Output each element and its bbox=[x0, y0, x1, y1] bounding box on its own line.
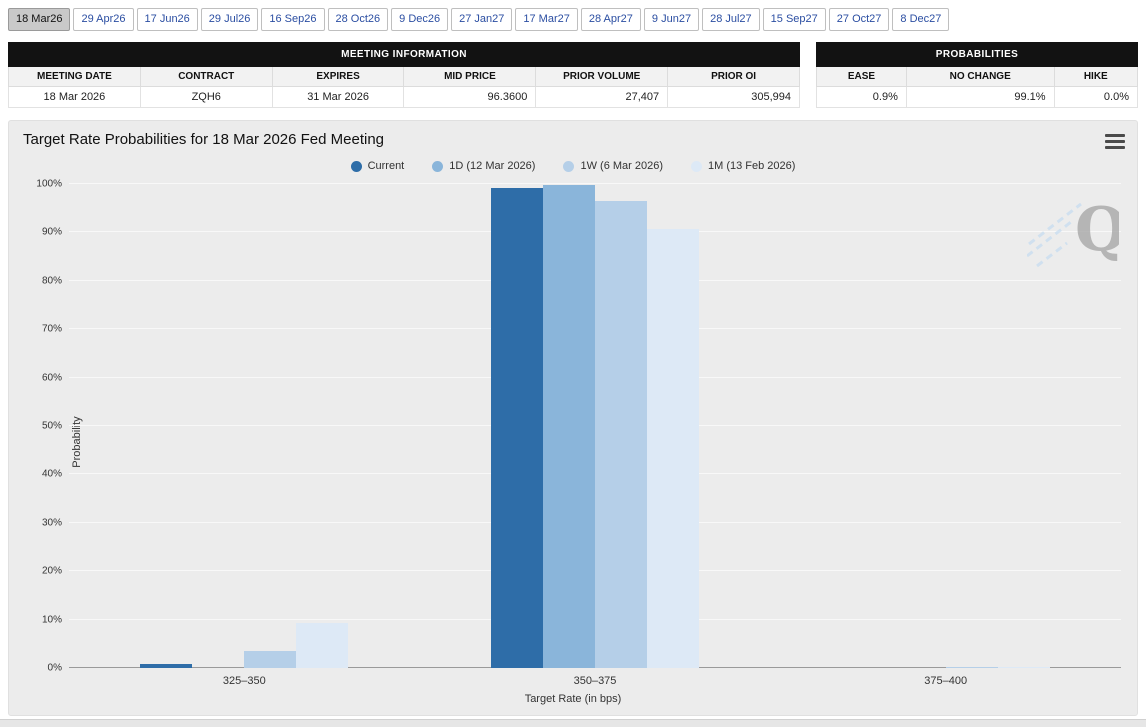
legend-label: 1W (6 Mar 2026) bbox=[580, 160, 663, 172]
tab-15-sep27[interactable]: 15 Sep27 bbox=[762, 8, 826, 31]
cell-expires: 31 Mar 2026 bbox=[271, 86, 405, 108]
y-tick-label: 30% bbox=[41, 517, 62, 529]
cell-prior-volume: 27,407 bbox=[535, 86, 669, 108]
bar-groups bbox=[69, 184, 1121, 668]
column-header-no-change: NO CHANGE bbox=[905, 66, 1055, 87]
cell-prior-oi: 305,994 bbox=[667, 86, 800, 108]
bar-1w-6-mar-2026-375-400[interactable] bbox=[945, 666, 998, 668]
bar-current-325-350[interactable] bbox=[140, 663, 193, 668]
cell-hike: 0.0% bbox=[1053, 86, 1139, 108]
meeting-tabs: 18 Mar26 29 Apr26 17 Jun26 29 Jul26 16 Sep26… bbox=[0, 0, 1146, 36]
bar-1w-6-mar-2026-350-375[interactable] bbox=[595, 201, 647, 668]
tab-28-oct26[interactable]: 28 Oct26 bbox=[327, 8, 389, 31]
column-header-meeting-date: MEETING DATE bbox=[8, 66, 141, 87]
legend-dot-1w-6-mar-2026 bbox=[563, 160, 575, 172]
legend-label: Current bbox=[367, 160, 405, 172]
y-tick-label: 20% bbox=[41, 565, 62, 577]
legend-item-1d-12-mar-2026[interactable]: 1D (12 Mar 2026) bbox=[432, 160, 535, 172]
tab-27-jan27[interactable]: 27 Jan27 bbox=[451, 8, 513, 31]
bar-1w-6-mar-2026-325-350[interactable] bbox=[244, 651, 297, 668]
cell-mid-price: 96.3600 bbox=[403, 86, 537, 108]
probabilities-column-headers: EASE NO CHANGE HIKE bbox=[816, 66, 1139, 87]
column-header-expires: EXPIRES bbox=[271, 66, 405, 87]
info-tables: MEETING INFORMATION MEETING DATE CONTRACT… bbox=[0, 36, 1146, 108]
column-header-hike: HIKE bbox=[1053, 66, 1139, 87]
legend-item-current[interactable]: Current bbox=[350, 160, 405, 172]
x-tick-label-350-375: 350–375 bbox=[573, 675, 617, 687]
column-header-mid-price: MID PRICE bbox=[403, 66, 537, 87]
bar-1d-12-mar-2026-350-375[interactable] bbox=[543, 184, 595, 668]
bar-group-350-375 bbox=[420, 184, 771, 668]
page-bottom-strip bbox=[0, 719, 1146, 727]
meeting-info-column-headers: MEETING DATE CONTRACT EXPIRES MID PRICE PRIO… bbox=[8, 66, 800, 87]
tab-16-sep26[interactable]: 16 Sep26 bbox=[261, 8, 325, 31]
y-tick-label: 40% bbox=[41, 468, 62, 480]
tab-18-mar26[interactable]: 18 Mar26 bbox=[8, 8, 71, 31]
meeting-info-row: 18 Mar 2026 ZQH6 31 Mar 2026 96.3600 27,407 3… bbox=[8, 86, 800, 108]
tab-8-dec27[interactable]: 8 Dec27 bbox=[892, 8, 950, 31]
tab-9-jun27[interactable]: 9 Jun27 bbox=[643, 8, 700, 31]
tab-29-apr26[interactable]: 29 Apr26 bbox=[73, 8, 134, 31]
chart-header: Target Rate Probabilities for 18 Mar 202… bbox=[9, 121, 1137, 152]
column-header-prior-volume: PRIOR VOLUME bbox=[535, 66, 669, 87]
bar-1m-13-feb-2026-325-350[interactable] bbox=[296, 623, 349, 668]
column-header-ease: EASE bbox=[816, 66, 907, 87]
bar-1m-13-feb-2026-375-400[interactable] bbox=[997, 666, 1050, 668]
tab-17-jun26[interactable]: 17 Jun26 bbox=[136, 8, 198, 31]
meeting-information-title: MEETING INFORMATION bbox=[8, 42, 800, 67]
tab-28-apr27[interactable]: 28 Apr27 bbox=[580, 8, 641, 31]
bar-current-350-375[interactable] bbox=[491, 188, 543, 668]
tab-29-jul26[interactable]: 29 Jul26 bbox=[200, 8, 259, 31]
legend-item-1m-13-feb-2026[interactable]: 1M (13 Feb 2026) bbox=[691, 160, 795, 172]
bar-group-325-350 bbox=[69, 184, 420, 668]
chart-menu-icon[interactable] bbox=[1105, 131, 1125, 152]
legend-label: 1D (12 Mar 2026) bbox=[449, 160, 536, 172]
column-header-prior-oi: PRIOR OI bbox=[667, 66, 800, 87]
probabilities-table: PROBABILITIES EASE NO CHANGE HIKE 0.9% 99.1… bbox=[816, 42, 1139, 108]
x-axis-labels: 325–350 350–375 375–400 bbox=[69, 668, 1121, 689]
legend-dot-current bbox=[350, 160, 362, 172]
cell-meeting-date: 18 Mar 2026 bbox=[8, 86, 141, 108]
cell-ease: 0.9% bbox=[816, 86, 907, 108]
bar-group-375-400 bbox=[770, 184, 1121, 668]
y-tick-label: 100% bbox=[36, 178, 62, 190]
x-axis-title: Target Rate (in bps) bbox=[524, 693, 622, 705]
quikstrike-watermark-icon: Q bbox=[1026, 186, 1127, 275]
chart-title: Target Rate Probabilities for 18 Mar 202… bbox=[23, 131, 385, 148]
tab-27-oct27[interactable]: 27 Oct27 bbox=[828, 8, 890, 31]
y-tick-label: 50% bbox=[41, 420, 62, 432]
probabilities-title: PROBABILITIES bbox=[816, 42, 1138, 67]
x-tick-label-375-400: 375–400 bbox=[924, 675, 968, 687]
fedwatch-chart-panel: Target Rate Probabilities for 18 Mar 202… bbox=[8, 120, 1138, 716]
y-tick-label: 0% bbox=[47, 662, 62, 674]
meeting-information-table: MEETING INFORMATION MEETING DATE CONTRACT… bbox=[8, 42, 800, 108]
cell-no-change: 99.1% bbox=[905, 86, 1055, 108]
y-tick-label: 90% bbox=[41, 226, 62, 238]
y-tick-label: 60% bbox=[41, 372, 62, 384]
gridline bbox=[69, 183, 1121, 184]
probabilities-row: 0.9% 99.1% 0.0% bbox=[816, 86, 1139, 108]
x-tick-label-325-350: 325–350 bbox=[222, 675, 266, 687]
tab-9-dec26[interactable]: 9 Dec26 bbox=[391, 8, 449, 31]
plot-area: Probability 0% 10% 20% 30% 40% 50% 60% 70% 80% 90… bbox=[36, 179, 1127, 674]
y-tick-label: 70% bbox=[41, 323, 62, 335]
y-tick-label: 80% bbox=[41, 275, 62, 287]
svg-text:Q: Q bbox=[1075, 195, 1119, 265]
tab-28-jul27[interactable]: 28 Jul27 bbox=[702, 8, 760, 31]
column-header-contract: CONTRACT bbox=[139, 66, 273, 87]
legend-dot-1m-13-feb-2026 bbox=[691, 160, 702, 172]
legend-item-1w-6-mar-2026[interactable]: 1W (6 Mar 2026) bbox=[563, 160, 663, 172]
chart-legend: Current 1D (12 Mar 2026) 1W (6 Mar 2026) 1M… bbox=[9, 160, 1137, 172]
legend-label: 1M (13 Feb 2026) bbox=[708, 160, 796, 172]
tab-17-mar27[interactable]: 17 Mar27 bbox=[515, 8, 578, 31]
bar-1m-13-feb-2026-350-375[interactable] bbox=[647, 229, 699, 668]
cell-contract: ZQH6 bbox=[139, 86, 273, 108]
legend-dot-1d-12-mar-2026 bbox=[432, 160, 444, 172]
y-tick-label: 10% bbox=[41, 614, 62, 626]
